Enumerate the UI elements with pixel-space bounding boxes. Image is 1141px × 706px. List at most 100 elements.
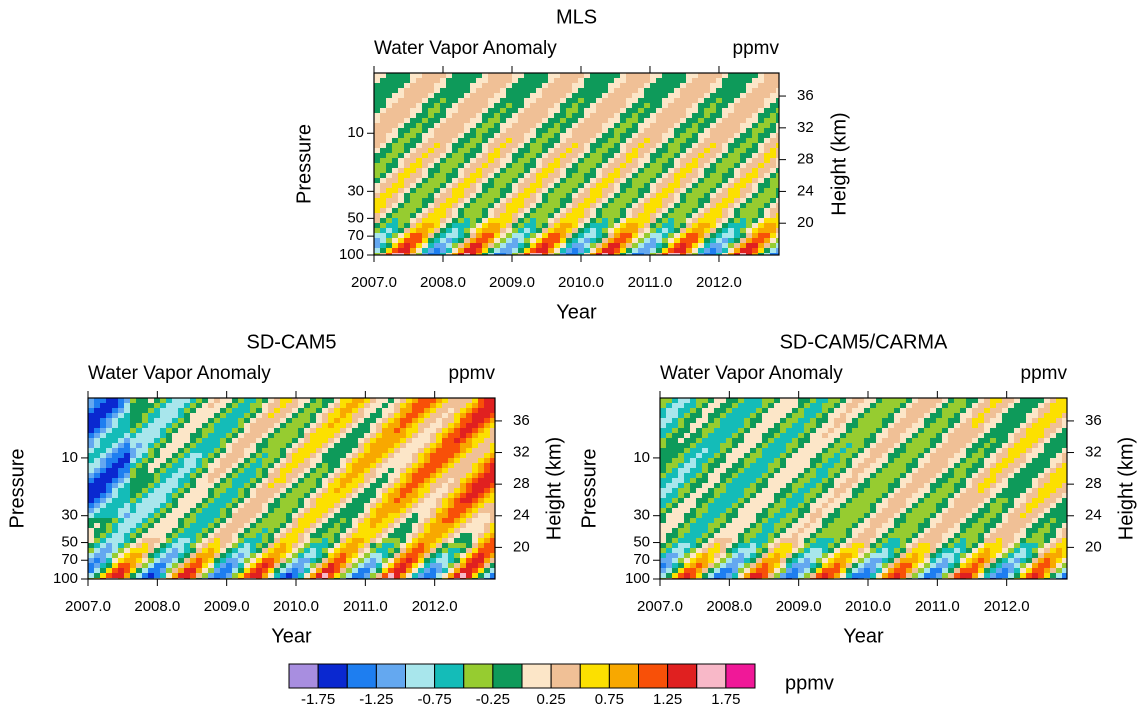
contour-cell bbox=[100, 468, 107, 474]
contour-cell bbox=[536, 103, 543, 109]
contour-cell bbox=[602, 248, 609, 254]
contour-cell bbox=[460, 558, 467, 564]
contour-cell bbox=[710, 98, 717, 104]
contour-cell bbox=[400, 498, 407, 504]
contour-cell bbox=[304, 418, 311, 424]
contour-cell bbox=[728, 238, 735, 244]
contour-cell bbox=[286, 438, 293, 444]
contour-cell bbox=[226, 463, 233, 469]
contour-cell bbox=[166, 518, 173, 524]
contour-cell bbox=[392, 158, 399, 164]
contour-cell bbox=[422, 163, 429, 169]
contour-cell bbox=[214, 558, 221, 564]
contour-cell bbox=[322, 558, 329, 564]
contour-cell bbox=[500, 123, 507, 129]
contour-cell bbox=[512, 223, 519, 229]
contour-cell bbox=[512, 163, 519, 169]
contour-cell bbox=[442, 443, 449, 449]
contour-cell bbox=[430, 448, 437, 454]
contour-cell bbox=[190, 423, 197, 429]
contour-cell bbox=[370, 518, 377, 524]
contour-cell bbox=[364, 563, 371, 569]
contour-cell bbox=[602, 218, 609, 224]
contour-cell bbox=[704, 143, 711, 149]
contour-cell bbox=[452, 98, 459, 104]
contour-cell bbox=[776, 243, 780, 249]
contour-cell bbox=[692, 193, 699, 199]
contour-cell bbox=[448, 558, 455, 564]
contour-cell bbox=[548, 138, 555, 144]
contour-cell bbox=[316, 573, 323, 579]
contour-cell bbox=[686, 118, 693, 124]
contour-cell bbox=[196, 483, 203, 489]
contour-cell bbox=[436, 503, 443, 509]
contour-cell bbox=[566, 128, 573, 134]
contour-cell bbox=[304, 458, 311, 464]
contour-cell bbox=[572, 253, 579, 256]
contour-cell bbox=[286, 478, 293, 484]
contour-cell bbox=[466, 453, 473, 459]
contour-cell bbox=[220, 498, 227, 504]
contour-cell bbox=[428, 128, 435, 134]
contour-cell bbox=[160, 443, 167, 449]
contour-cell bbox=[722, 208, 729, 214]
contour-cell bbox=[644, 78, 651, 84]
contour-cell bbox=[686, 123, 693, 129]
contour-cell bbox=[382, 473, 389, 479]
contour-cell bbox=[422, 193, 429, 199]
contour-cell bbox=[548, 83, 555, 89]
contour-cell bbox=[722, 133, 729, 139]
contour-cell bbox=[166, 513, 173, 519]
contour-cell bbox=[698, 108, 705, 114]
contour-cell bbox=[130, 433, 137, 439]
contour-cell bbox=[662, 108, 669, 114]
contour-cell bbox=[746, 193, 753, 199]
contour-cell bbox=[148, 418, 155, 424]
contour-cell bbox=[124, 443, 131, 449]
contour-cell bbox=[268, 418, 275, 424]
contour-cell bbox=[118, 418, 125, 424]
contour-cell bbox=[596, 183, 603, 189]
contour-cell bbox=[352, 418, 359, 424]
contour-cell bbox=[644, 168, 651, 174]
contour-cell bbox=[178, 403, 185, 409]
panel-units: ppmv bbox=[733, 38, 780, 59]
contour-cell bbox=[560, 138, 567, 144]
contour-cell bbox=[692, 78, 699, 84]
contour-cell bbox=[130, 508, 137, 514]
contour-cell bbox=[370, 448, 377, 454]
contour-cell bbox=[244, 473, 251, 479]
contour-cell bbox=[410, 228, 417, 234]
contour-cell bbox=[590, 178, 597, 184]
contour-cell bbox=[674, 188, 681, 194]
contour-cell bbox=[172, 543, 179, 549]
contour-cell bbox=[734, 133, 741, 139]
contour-cell bbox=[698, 138, 705, 144]
contour-cell bbox=[404, 168, 411, 174]
contour-cell bbox=[430, 498, 437, 504]
contour-cell bbox=[386, 243, 393, 249]
contour-cell bbox=[472, 423, 479, 429]
contour-cell bbox=[358, 483, 365, 489]
contour-cell bbox=[136, 558, 143, 564]
contour-cell bbox=[160, 408, 167, 414]
contour-cell bbox=[524, 123, 531, 129]
contour-cell bbox=[632, 138, 639, 144]
contour-cell bbox=[166, 483, 173, 489]
contour-cell bbox=[716, 248, 723, 254]
contour-cell bbox=[770, 118, 777, 124]
contour-cell bbox=[458, 193, 465, 199]
contour-cell bbox=[190, 403, 197, 409]
contour-cell bbox=[422, 78, 429, 84]
contour-cell bbox=[178, 483, 185, 489]
contour-cell bbox=[758, 88, 765, 94]
contour-cell bbox=[202, 488, 209, 494]
contour-cell bbox=[638, 83, 645, 89]
contour-cell bbox=[340, 518, 347, 524]
contour-cell bbox=[346, 558, 353, 564]
contour-cell bbox=[512, 123, 519, 129]
contour-cell bbox=[524, 138, 531, 144]
contour-cell bbox=[716, 163, 723, 169]
contour-cell bbox=[256, 403, 263, 409]
contour-cell bbox=[214, 408, 221, 414]
